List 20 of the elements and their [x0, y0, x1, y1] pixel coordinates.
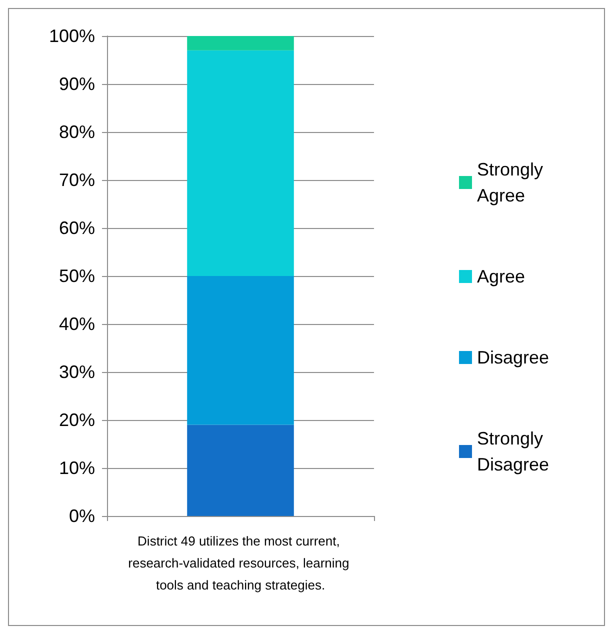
bar	[187, 36, 294, 50]
legend-label: Agree	[477, 266, 526, 286]
y-tick-label: 50%	[58, 266, 95, 286]
y-tick-label: 60%	[58, 218, 95, 238]
y-tick-label: 80%	[58, 122, 95, 142]
y-tick-label: 90%	[58, 74, 95, 94]
bar	[187, 50, 294, 276]
legend-label: Strongly Agree	[477, 160, 548, 206]
y-tick-label: 30%	[58, 362, 95, 382]
y-tick-label: 10%	[58, 458, 95, 478]
legend-label: Strongly Disagree	[477, 428, 550, 474]
y-tick-label: 0%	[68, 506, 95, 526]
x-tick-label: District 49 utilizes the most current, research-validated resources, learning tools and teaching strategies.	[128, 534, 353, 592]
legend-label: Disagree	[477, 348, 550, 368]
y-tick-label: 20%	[58, 410, 95, 430]
y-tick-label: 100%	[48, 26, 95, 46]
bar	[187, 424, 294, 516]
y-tick-label: 40%	[58, 314, 95, 334]
y-tick-label: 70%	[58, 170, 95, 190]
bar	[187, 276, 294, 425]
